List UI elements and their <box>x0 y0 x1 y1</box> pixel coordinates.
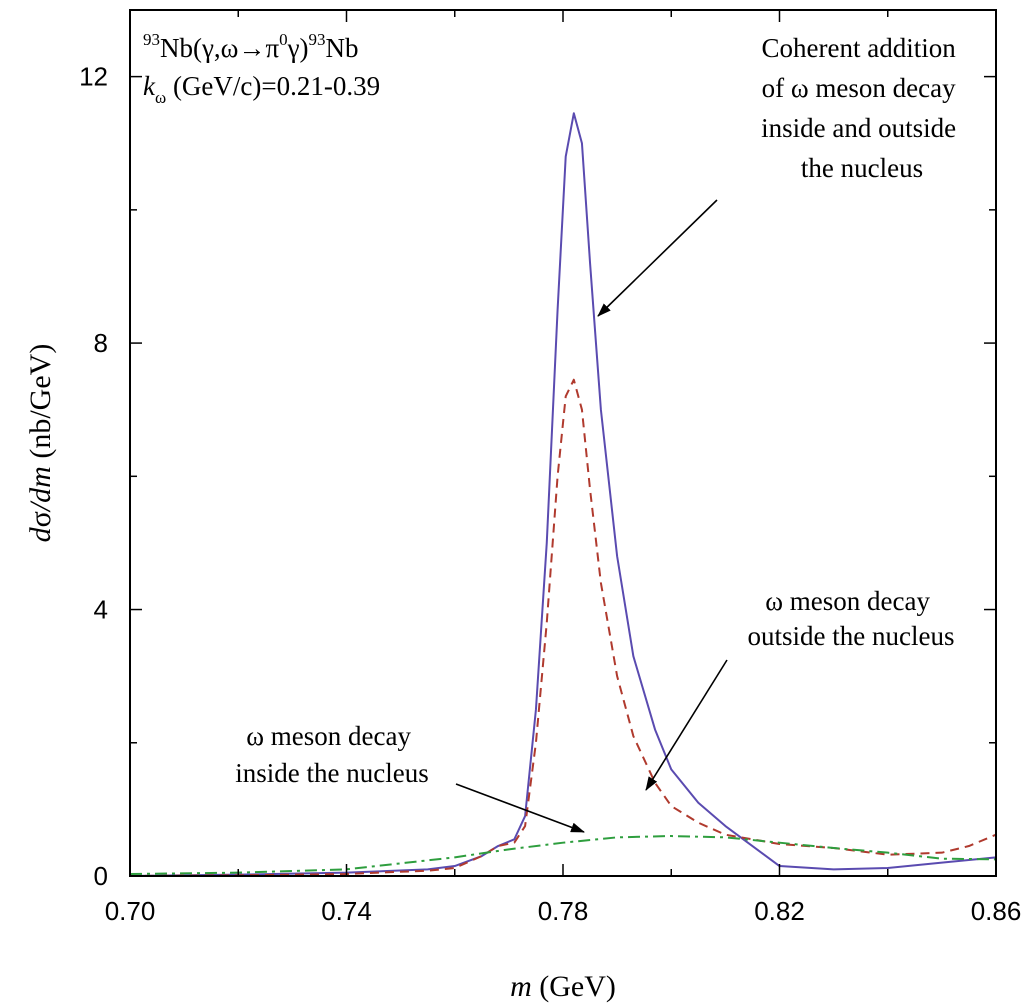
y-tick-label: 4 <box>94 595 108 625</box>
title-nb-part2: Nb <box>326 33 359 63</box>
title-pi: π <box>265 33 279 63</box>
y-axis-title: dσ/dm (nb/GeV) <box>24 344 57 543</box>
x-tick-label: 0.82 <box>754 896 805 926</box>
title-gamma-close: γ) <box>287 33 309 63</box>
title-sup-93b: 93 <box>309 30 326 49</box>
annotation-coherent-line3: inside and outside <box>761 113 956 143</box>
annotation-coherent: Coherent addition of ω meson decay insid… <box>761 33 963 183</box>
annotation-inside: ω meson decay inside the nucleus <box>235 721 428 788</box>
x-tick-label: 0.86 <box>971 896 1022 926</box>
title-k-sub: ω <box>155 88 166 107</box>
y-axis-title-slash: / <box>24 500 57 513</box>
annotation-inside-line1: ω meson decay <box>246 721 411 751</box>
x-axis-title-unit: (GeV) <box>532 970 616 1003</box>
title-nb-part1: Nb(γ,ω <box>160 33 238 63</box>
x-axis-title: m (GeV) <box>510 970 616 1003</box>
y-axis-title-sigma: σ <box>24 511 57 527</box>
y-axis-title-d: d <box>24 526 57 542</box>
annotation-outside: ω meson decay outside the nucleus <box>748 586 955 651</box>
x-tick-label: 0.74 <box>321 896 372 926</box>
tick-layer: 0.70 0.74 0.78 0.82 0.86 0 4 8 12 <box>79 10 1021 926</box>
y-tick-label: 8 <box>94 328 108 358</box>
y-tick-label: 0 <box>94 861 108 891</box>
annotation-inside-arrow <box>455 783 585 833</box>
series-layer <box>130 112 996 876</box>
annotation-coherent-line1: Coherent addition <box>762 33 957 63</box>
chart-title-line1: 93Nb(γ,ω→π0γ)93Nb <box>143 30 359 63</box>
title-sup-0: 0 <box>279 30 288 49</box>
x-axis-title-m: m <box>510 970 532 1003</box>
annotation-inside-line2: inside the nucleus <box>235 758 428 788</box>
x-tick-label: 0.70 <box>105 896 156 926</box>
y-axis-title-dm: dm <box>24 466 57 503</box>
annotation-outside-line1: ω meson decay <box>765 586 930 616</box>
title-sup-93a: 93 <box>143 30 160 49</box>
annotation-outside-arrow <box>645 659 728 791</box>
annotation-coherent-line2: of ω meson decay <box>762 73 956 103</box>
annotation-coherent-line4: the nucleus <box>801 153 923 183</box>
chart-title-line2: kω (GeV/c)=0.21-0.39 <box>143 71 380 107</box>
y-axis-title-unit: (nb/GeV) <box>24 344 57 466</box>
annotation-outside-line2: outside the nucleus <box>748 621 955 651</box>
series-line-outside <box>130 378 996 876</box>
x-tick-label: 0.78 <box>538 896 589 926</box>
series-line-coherent <box>130 112 996 876</box>
title-k: k <box>143 71 156 101</box>
title-k-rest: (GeV/c)=0.21-0.39 <box>166 71 380 101</box>
annotation-coherent-arrow <box>597 199 718 317</box>
y-tick-label: 12 <box>79 62 108 92</box>
title-arrow: → <box>238 33 265 63</box>
series-line-inside <box>130 835 996 875</box>
